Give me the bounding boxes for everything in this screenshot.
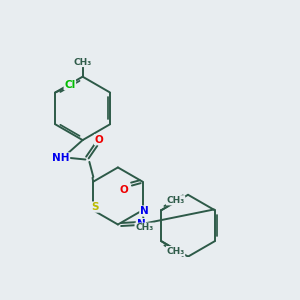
Text: O: O [94, 135, 103, 145]
Text: NH: NH [52, 153, 70, 163]
Text: CH₃: CH₃ [74, 58, 92, 67]
Text: Cl: Cl [64, 80, 76, 90]
Text: N: N [140, 206, 148, 216]
Text: CH₃: CH₃ [167, 196, 185, 205]
Text: S: S [92, 202, 99, 212]
Text: N: N [136, 219, 145, 229]
Text: O: O [119, 184, 128, 195]
Text: CH₃: CH₃ [167, 247, 185, 256]
Text: CH₃: CH₃ [135, 223, 153, 232]
